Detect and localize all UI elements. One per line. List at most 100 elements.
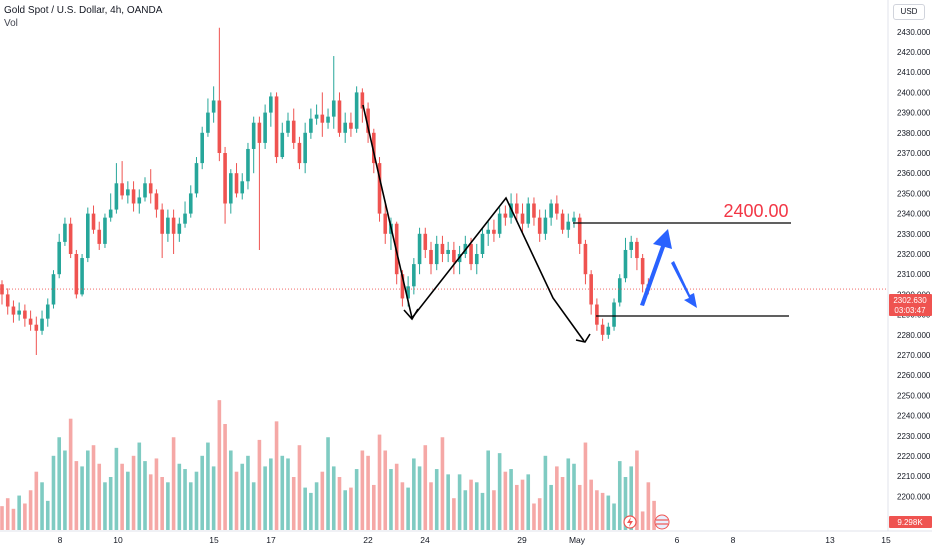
volume-bar xyxy=(131,455,136,530)
volume-bar xyxy=(188,482,193,530)
volume-bar xyxy=(28,490,33,530)
time-tick-label: 15 xyxy=(881,535,891,545)
volume-bars xyxy=(0,400,656,530)
volume-bar xyxy=(309,492,313,530)
volume-bar xyxy=(572,463,576,530)
candle-body xyxy=(114,183,119,210)
time-axis[interactable]: 8 10 15 17 22 24 29 May 6 8 13 15 xyxy=(58,535,891,545)
time-tick-label: 8 xyxy=(731,535,736,545)
candle-body xyxy=(246,148,250,182)
volume-bar xyxy=(217,400,222,530)
candle-body xyxy=(63,223,67,242)
candle-body xyxy=(86,213,90,259)
volume-bar xyxy=(617,461,622,530)
candle-body xyxy=(291,120,296,143)
volume-bar xyxy=(606,495,611,530)
volume-bar xyxy=(23,503,27,530)
candle-body xyxy=(326,116,330,123)
candle-body xyxy=(600,324,605,335)
currency-button[interactable]: USD xyxy=(893,4,925,20)
candle-body xyxy=(177,223,182,234)
candle-body xyxy=(5,294,10,307)
candle-body xyxy=(274,96,279,158)
candle-body xyxy=(223,153,227,204)
time-tick-label: 17 xyxy=(266,535,276,545)
volume-bar xyxy=(177,463,182,530)
candle-body xyxy=(423,233,428,250)
volume-bar xyxy=(331,466,336,530)
candle-body xyxy=(543,217,548,234)
volume-bar xyxy=(274,421,279,530)
candle-body xyxy=(234,173,239,194)
price-tick-label: 2200.000 xyxy=(897,492,931,501)
volume-bar xyxy=(412,458,416,530)
volume-bar xyxy=(257,439,262,530)
volume-bar xyxy=(532,503,536,530)
forecast-up-arrow xyxy=(640,229,672,306)
candle-body xyxy=(549,203,553,218)
candle-body xyxy=(137,197,142,204)
candle-body xyxy=(229,173,233,204)
volume-bar xyxy=(549,484,553,530)
volume-bar xyxy=(509,469,513,530)
candle-body xyxy=(97,229,102,244)
candle-body xyxy=(583,243,588,275)
candle-body xyxy=(217,100,222,153)
drawing-layer[interactable]: 2400.00 xyxy=(0,104,888,343)
volume-bar xyxy=(57,437,61,530)
us-flag-icon xyxy=(654,514,670,530)
candle-body xyxy=(286,120,290,133)
volume-bar xyxy=(577,484,582,530)
candle-body xyxy=(572,217,576,222)
volume-bar xyxy=(457,474,462,530)
price-tick-label: 2250.000 xyxy=(897,391,931,400)
volume-bar xyxy=(555,466,559,530)
volume-bar xyxy=(635,450,639,530)
volume-bar xyxy=(452,498,456,530)
price-tick-label: 2230.000 xyxy=(897,432,931,441)
candle-body xyxy=(45,304,50,319)
volume-bar xyxy=(148,474,153,530)
volume-bar xyxy=(520,479,525,530)
symbol-title[interactable]: Gold Spot / U.S. Dollar, 4h, OANDA xyxy=(4,5,163,16)
volume-bar xyxy=(389,469,393,530)
volume-bar xyxy=(0,506,4,530)
candle-body xyxy=(474,254,479,265)
candle-body xyxy=(280,132,285,158)
candlestick-series xyxy=(0,27,651,355)
volume-bar xyxy=(446,474,450,530)
volume-bar xyxy=(143,461,147,530)
volume-legend[interactable]: Vol xyxy=(4,18,18,29)
candle-body xyxy=(171,217,176,234)
volume-bar xyxy=(640,511,645,530)
candle-body xyxy=(629,241,633,250)
time-tick-label: May xyxy=(569,535,586,545)
time-tick-label: 10 xyxy=(113,535,123,545)
volume-bar xyxy=(400,482,405,530)
candle-body xyxy=(23,310,27,319)
volume-bar xyxy=(229,450,233,530)
candle-body xyxy=(91,213,96,230)
volume-bar xyxy=(183,469,187,530)
candle-body xyxy=(240,181,245,194)
volume-bar xyxy=(114,447,119,530)
time-tick-label: 8 xyxy=(58,535,63,545)
volume-bar xyxy=(240,463,245,530)
candle-body xyxy=(560,213,565,230)
volume-bar xyxy=(17,495,21,530)
price-tick-label: 2210.000 xyxy=(897,472,931,481)
volume-bar xyxy=(543,455,548,530)
candle-body xyxy=(434,243,439,265)
candle-body xyxy=(515,203,519,214)
candle-body xyxy=(57,241,61,275)
arrowhead-bottom-2 xyxy=(575,333,591,343)
forecast-down-arrow xyxy=(671,261,697,308)
price-axis[interactable]: 2200.000 2210.000 2220.000 2230.000 2240.000… xyxy=(897,28,931,502)
price-tick-label: 2420.000 xyxy=(897,48,931,57)
volume-bar xyxy=(463,490,468,530)
candle-body xyxy=(148,183,153,194)
candle-body xyxy=(555,203,559,214)
candle-body xyxy=(303,132,307,164)
